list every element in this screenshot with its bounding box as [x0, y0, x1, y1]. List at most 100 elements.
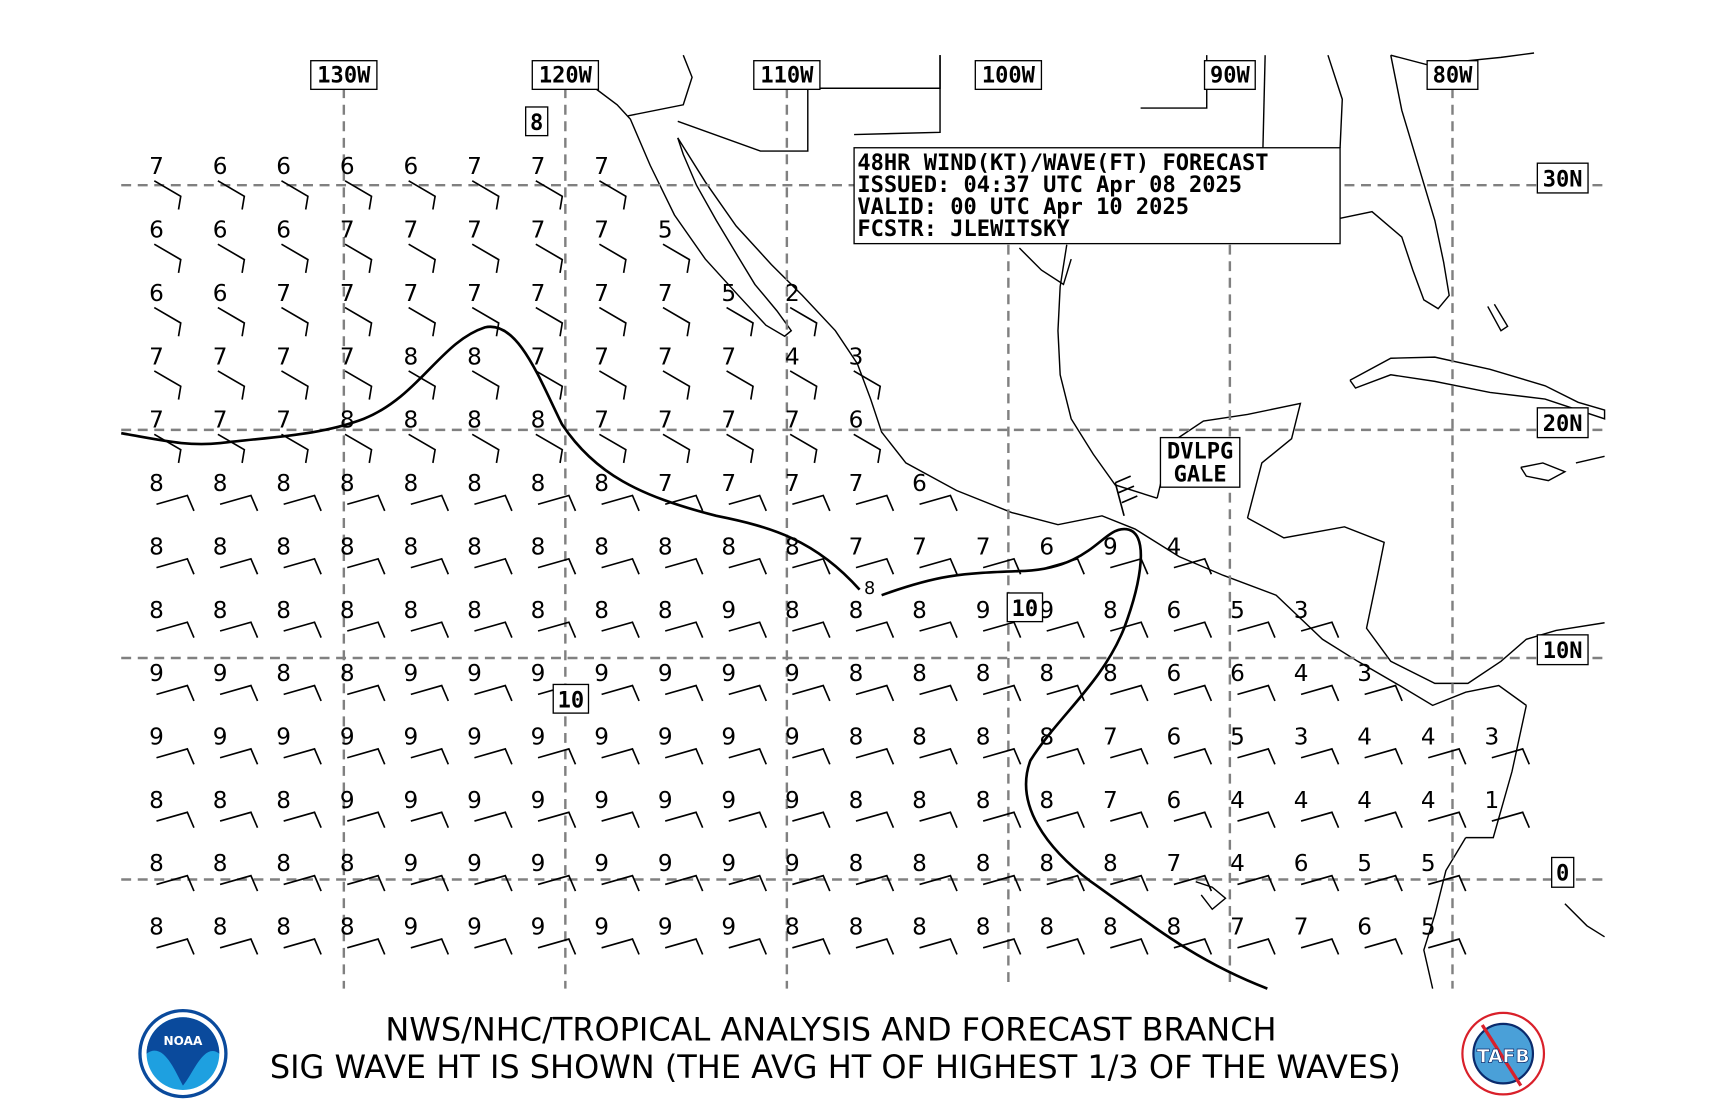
wave-height-value: 8 — [721, 534, 736, 560]
wave-height-value: 6 — [276, 154, 291, 180]
wave-height-value: 9 — [403, 788, 418, 814]
wind-barb — [410, 811, 450, 829]
wave-height-value: 8 — [213, 915, 228, 941]
wind-barb — [598, 306, 627, 337]
wind-barb — [537, 621, 577, 638]
wind-barb — [1046, 747, 1085, 765]
wind-barb — [855, 874, 895, 892]
wave-height-value: 9 — [403, 661, 418, 687]
wave-height-value: 9 — [467, 915, 482, 941]
wind-barb — [919, 684, 958, 702]
wind-barb — [662, 370, 691, 400]
wave-height-value: 8 — [213, 851, 228, 877]
wind-barb — [347, 811, 386, 829]
wave-height-value: 6 — [149, 281, 164, 307]
wave-height-value: 7 — [721, 471, 736, 497]
wave-height-value: 6 — [1039, 534, 1054, 560]
wave-height-value: 9 — [340, 788, 355, 814]
wave-height-value: 8 — [658, 598, 673, 624]
wave-contour-line — [120, 325, 861, 591]
wind-barb — [919, 494, 958, 512]
wind-barb — [156, 811, 195, 829]
wind-barb — [598, 370, 627, 400]
wind-barb — [662, 243, 691, 273]
wave-height-value: 9 — [594, 851, 609, 877]
wave-height-value: 9 — [531, 915, 546, 941]
wind-barb — [283, 494, 322, 512]
wave-height-value: 4 — [1230, 851, 1245, 877]
svg-text:10: 10 — [1012, 597, 1039, 622]
wind-barb — [1364, 684, 1403, 702]
wave-height-value: 8 — [340, 915, 355, 941]
wave-height-value: 8 — [467, 471, 482, 497]
wave-height-value: 7 — [276, 408, 291, 434]
wind-barb — [535, 306, 564, 337]
wave-height-value: 9 — [531, 788, 546, 814]
wave-height-value: 8 — [467, 598, 482, 624]
wave-height-value: 9 — [1103, 534, 1118, 560]
wind-barb — [855, 811, 895, 829]
wave-height-value: 9 — [658, 661, 673, 687]
wind-barb — [408, 243, 436, 273]
wind-barb — [410, 684, 450, 702]
wave-height-value: 9 — [149, 725, 164, 751]
svg-text:NOAA: NOAA — [164, 1034, 203, 1048]
wave-height-value: 7 — [531, 154, 546, 180]
wave-height-value: 9 — [721, 661, 736, 687]
wind-barb — [853, 370, 882, 400]
wave-height-value: 4 — [1167, 534, 1182, 560]
wave-height-value: 9 — [149, 661, 164, 687]
wave-height-value: 5 — [1421, 851, 1436, 877]
wave-height-value: 7 — [403, 218, 418, 244]
wind-barb — [1428, 874, 1467, 892]
footer-note: SIG WAVE HT IS SHOWN (THE AVG HT OF HIGH… — [270, 1048, 1401, 1086]
wave-contour-line — [881, 527, 1268, 990]
wave-height-value: 7 — [1167, 851, 1182, 877]
svg-text:8: 8 — [530, 111, 543, 136]
max-wave-box: 10 — [552, 683, 590, 714]
wave-height-value: 7 — [785, 408, 800, 434]
wind-barb — [1237, 747, 1276, 765]
wave-height-value: 7 — [1103, 725, 1118, 751]
wind-barb — [219, 811, 259, 829]
wind-barb — [283, 684, 322, 702]
wind-barb — [347, 621, 386, 638]
wave-height-value: 6 — [213, 281, 228, 307]
wave-height-value: 7 — [658, 408, 673, 434]
wave-height-value: 6 — [276, 218, 291, 244]
wave-height-value: 9 — [467, 788, 482, 814]
wind-barb — [1110, 811, 1149, 829]
wave-height-value: 8 — [531, 471, 546, 497]
wind-barb — [219, 684, 259, 702]
lat-label: 0 — [1556, 862, 1569, 887]
wave-height-value: 8 — [213, 598, 228, 624]
wave-height-value: 6 — [213, 154, 228, 180]
wind-barb — [471, 180, 500, 210]
wave-height-value: 7 — [149, 154, 164, 180]
wind-barb — [219, 874, 259, 892]
wind-barb — [1046, 684, 1085, 702]
wind-barb — [855, 557, 895, 575]
wave-height-value: 8 — [912, 788, 927, 814]
wind-barb — [982, 811, 1022, 829]
wave-height-value: 8 — [276, 915, 291, 941]
wave-height-value: 5 — [721, 281, 736, 307]
wind-barb — [1300, 621, 1340, 638]
wind-barb — [281, 306, 309, 337]
wave-height-value: 4 — [1230, 788, 1245, 814]
lat-label: 10N — [1543, 639, 1583, 664]
wind-barb — [792, 684, 831, 702]
wind-barb — [156, 938, 195, 955]
wind-barb — [855, 621, 895, 638]
wind-barb — [1300, 684, 1340, 702]
wind-barb — [1046, 557, 1085, 575]
wave-height-value: 9 — [658, 915, 673, 941]
wind-barb — [156, 684, 195, 702]
wind-barb — [408, 370, 436, 400]
wind-barb — [281, 370, 309, 400]
wind-barb — [535, 243, 564, 273]
wave-height-value: 8 — [594, 471, 609, 497]
wind-barb — [474, 684, 513, 702]
wind-barb — [347, 874, 386, 892]
max-wave-box: 8 — [525, 106, 549, 137]
